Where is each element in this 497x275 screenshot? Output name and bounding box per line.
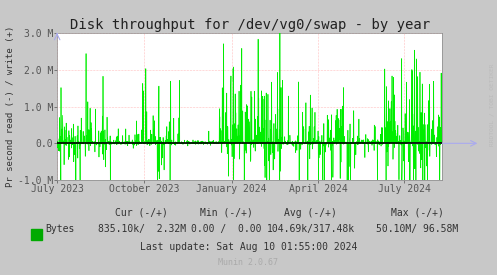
Text: Bytes: Bytes	[46, 224, 75, 234]
Text: 104.69k/317.48k: 104.69k/317.48k	[266, 224, 355, 234]
Text: Min (-/+): Min (-/+)	[200, 208, 252, 218]
Text: RRDTOOL / TOBI OETIKER: RRDTOOL / TOBI OETIKER	[490, 63, 495, 146]
Text: Last update: Sat Aug 10 01:55:00 2024: Last update: Sat Aug 10 01:55:00 2024	[140, 242, 357, 252]
Text: 50.10M/ 96.58M: 50.10M/ 96.58M	[376, 224, 459, 234]
Text: Cur (-/+): Cur (-/+)	[115, 208, 168, 218]
Text: 0.00 /  0.00: 0.00 / 0.00	[191, 224, 261, 234]
Text: Avg (-/+): Avg (-/+)	[284, 208, 337, 218]
Text: Max (-/+): Max (-/+)	[391, 208, 444, 218]
Y-axis label: Pr second read (-) / write (+): Pr second read (-) / write (+)	[6, 26, 15, 187]
Text: 835.10k/  2.32M: 835.10k/ 2.32M	[97, 224, 186, 234]
Title: Disk throughput for /dev/vg0/swap - by year: Disk throughput for /dev/vg0/swap - by y…	[70, 18, 430, 32]
Text: Munin 2.0.67: Munin 2.0.67	[219, 258, 278, 267]
